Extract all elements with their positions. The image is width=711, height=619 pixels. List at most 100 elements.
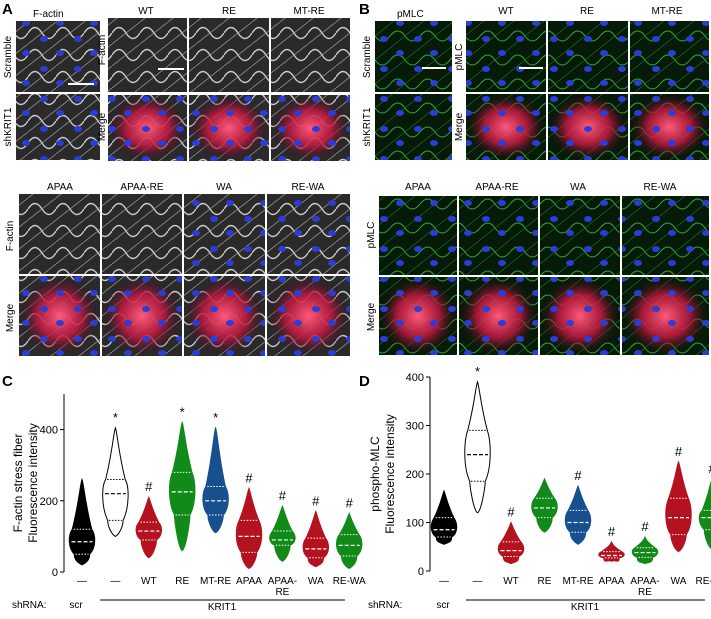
category-label: RE (175, 576, 189, 587)
b-bottom-row-pmlc: pMLC (366, 222, 377, 249)
a-col-mt-re: MT-RE (293, 6, 324, 17)
y-tick-label: 300 (406, 421, 424, 433)
category-label-line: — (110, 576, 120, 587)
a-bottom-row-factin: F-actin (5, 221, 16, 252)
y-axis-label: F-actin stress fiber (11, 434, 25, 533)
category-label: WT (503, 576, 519, 587)
a-bottom-row-merge: Merge (5, 303, 16, 332)
violin-8 (336, 511, 363, 570)
b-col-apaa-re: APAA-RE (475, 182, 518, 193)
panel-a: F-actin Scramble shKRIT1 WT RE MT-RE F-a… (3, 6, 350, 356)
c-shrna-label: shRNA: (12, 600, 46, 611)
b-col-mt-re: MT-RE (651, 6, 682, 17)
category-label-line: RE-WA (333, 576, 366, 587)
significance-marker: * (213, 410, 218, 425)
category-label: RE (538, 576, 552, 587)
category-label-line: APAA (599, 576, 625, 587)
panel-b: pMLC Scramble shKRIT1 WT RE MT-RE pMLC M… (362, 6, 709, 355)
d-shrna-label: shRNA: (368, 600, 402, 611)
category-label-line: — (77, 576, 87, 587)
b-col-wa: WA (570, 182, 586, 193)
category-label-line: RE-WA (696, 576, 711, 587)
category-label-line: — (473, 576, 483, 587)
significance-marker: # (708, 461, 711, 476)
violin-3 (531, 477, 558, 533)
c-scr-label: scr (69, 600, 83, 611)
a-col-apaa: APAA (47, 182, 73, 193)
b-col-re-wa: RE-WA (644, 182, 677, 193)
a-top-row-merge: Merge (97, 112, 108, 141)
b-small-row-label-2: shKRIT1 (362, 107, 373, 146)
chart-c: 0 200 400 F-actin stress fiber Fluorescence … (11, 394, 366, 598)
violin-8 (698, 480, 711, 550)
b-col-re: RE (580, 6, 594, 17)
category-label: WA (671, 576, 687, 587)
violin-6 (631, 535, 659, 565)
significance-marker: # (641, 519, 649, 534)
significance-marker: * (475, 364, 480, 379)
category-label-line: MT-RE (562, 576, 593, 587)
a-small-col-label: F-actin (33, 9, 64, 20)
b-bottom-row-merge: Merge (366, 302, 377, 331)
d-scr-label: scr (436, 600, 450, 611)
violin-5 (235, 487, 263, 570)
significance-marker: # (608, 524, 616, 539)
b-small-row-label-1: Scramble (362, 35, 373, 78)
b-col-wt: WT (498, 6, 514, 17)
b-col-apaa: APAA (405, 182, 431, 193)
y-axis-label: Fluorescence intensity (383, 414, 397, 533)
y-tick-label: 0 (418, 566, 424, 578)
category-label-line: APAA (236, 576, 262, 587)
a-small-row-label-2: shKRIT1 (3, 107, 14, 146)
significance-marker: # (279, 488, 287, 503)
violin-0 (430, 489, 458, 545)
category-label: — (439, 576, 449, 587)
a-col-apaa-re: APAA-RE (120, 182, 163, 193)
category-label-line: WT (141, 576, 157, 587)
d-krit1-label: KRIT1 (571, 602, 600, 613)
category-label: MT-RE (562, 576, 593, 587)
category-label-line: WA (671, 576, 687, 587)
y-tick-label: 100 (406, 518, 424, 530)
significance-marker: # (145, 479, 153, 494)
category-label: APAA-RE (630, 576, 659, 598)
violin-2 (135, 495, 162, 559)
a-col-wa: WA (216, 182, 232, 193)
category-label-line: RE (638, 587, 652, 598)
violin-6 (269, 504, 296, 562)
category-label-line: RE (275, 587, 289, 598)
y-axis-label: phospho-MLC (368, 436, 382, 512)
category-label-line: RE (538, 576, 552, 587)
micrograph-b-shkrit1 (375, 94, 452, 160)
y-tick-label: 200 (406, 469, 424, 481)
category-label-line: APAA- (630, 576, 659, 587)
b-top-row-pmlc: pMLC (454, 44, 465, 71)
c-krit1-label: KRIT1 (208, 602, 237, 613)
category-label-line: WA (308, 576, 324, 587)
category-label: APAA (236, 576, 262, 587)
category-label: APAA-RE (268, 576, 297, 598)
violin-7 (665, 460, 692, 553)
panel-letter-b: B (359, 1, 370, 18)
category-label-line: WT (503, 576, 519, 587)
panel-letter-a: A (2, 1, 13, 18)
violin-4 (202, 426, 229, 534)
a-col-re-wa: RE-WA (292, 182, 325, 193)
micrograph-a-scramble (16, 21, 100, 92)
y-axis-label: Fluorescence intensity (26, 423, 40, 542)
significance-marker: * (113, 410, 118, 425)
category-label: WA (308, 576, 324, 587)
y-tick-label: 0 (52, 567, 58, 579)
b-small-col-label: pMLC (397, 9, 424, 20)
violin-1 (464, 380, 491, 514)
significance-marker: # (574, 468, 582, 483)
a-small-row-label-1: Scramble (3, 35, 14, 78)
category-label: — (77, 576, 87, 587)
b-top-row-merge: Merge (454, 112, 465, 141)
category-label: — (110, 576, 120, 587)
category-label: — (473, 576, 483, 587)
category-label: MT-RE (200, 576, 231, 587)
significance-marker: # (507, 505, 515, 520)
a-col-re: RE (222, 6, 236, 17)
